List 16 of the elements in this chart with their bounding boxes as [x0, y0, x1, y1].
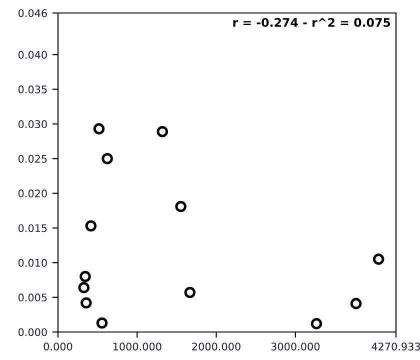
x-tick-label: 1000.000: [113, 342, 162, 350]
y-tick-label: 0.030: [18, 120, 47, 128]
y-tick-label: 0.035: [18, 86, 47, 94]
y-tick-label: 0.046: [18, 9, 47, 18]
y-tick-label: 0.005: [18, 294, 47, 302]
x-tick-label: 4270.933: [372, 342, 420, 350]
x-tick-label: 2000.000: [192, 342, 240, 350]
y-tick-label: 0.040: [18, 50, 47, 59]
y-tick-label: 0.025: [18, 154, 47, 163]
y-tick-label: 0.015: [18, 224, 47, 232]
x-tick-label: 0.000: [44, 342, 72, 350]
y-tick-label: 0.010: [18, 258, 47, 267]
y-tick-label: 0.000: [18, 328, 47, 336]
annotation: r = -0.274 - r^2 = 0.075: [233, 18, 390, 27]
y-tick-label: 0.020: [18, 190, 47, 198]
x-tick-label: 3000.000: [271, 342, 320, 350]
